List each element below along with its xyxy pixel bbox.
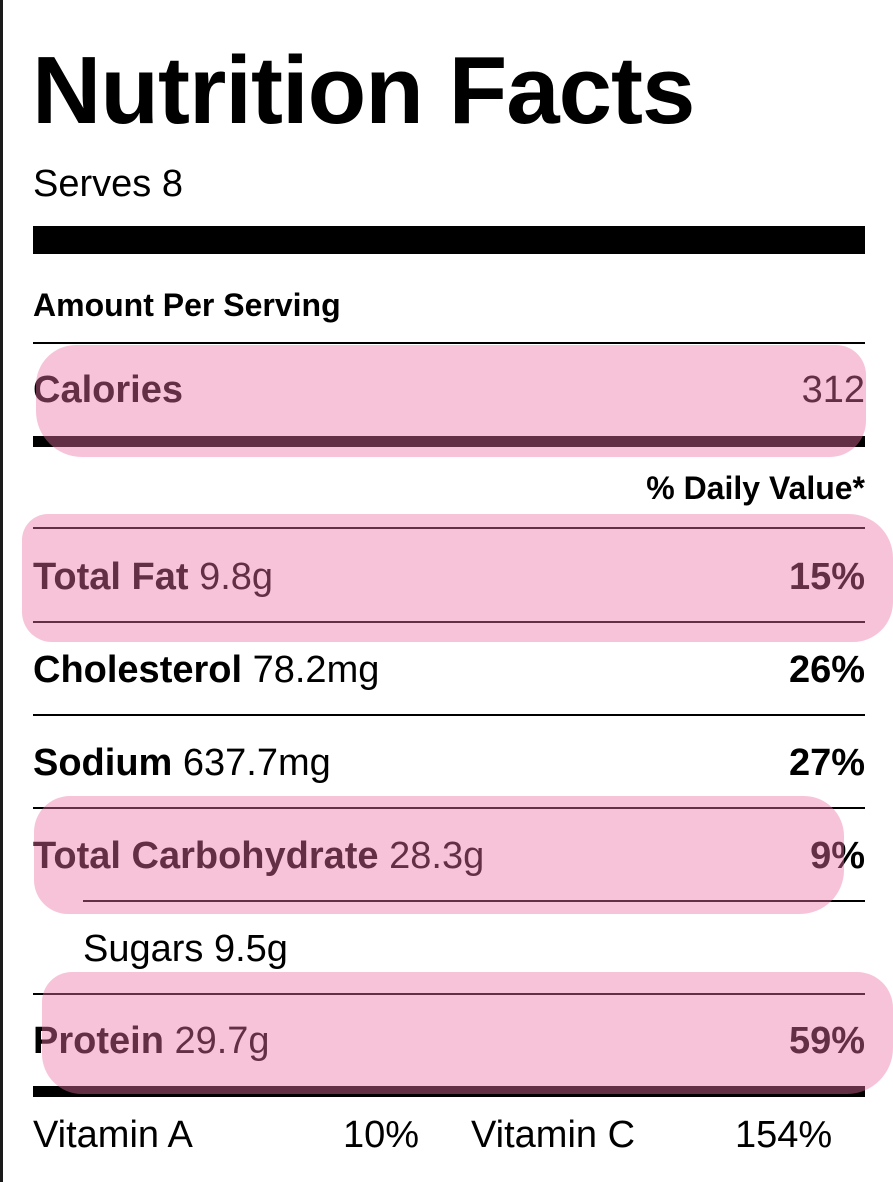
nutrient-name: Total Carbohydrate: [33, 835, 390, 877]
nutrient-row-total-carbohydrate: Total Carbohydrate 28.3g 9%: [33, 831, 865, 881]
nutrient-row-total-fat: Total Fat 9.8g 15%: [33, 552, 865, 602]
nutrient-amount: 637.7mg: [182, 742, 331, 784]
nutrient-name: Total Fat: [33, 556, 200, 598]
calories-label: Calories: [33, 369, 183, 411]
divider: [33, 714, 865, 716]
nutrient-amount: 28.3g: [389, 835, 485, 877]
nutrient-amount: 78.2mg: [252, 649, 380, 691]
calories-value: 312: [801, 369, 865, 411]
nutrient-name: Sodium: [33, 742, 183, 784]
nutrient-percent: 26%: [788, 649, 865, 691]
nutrient-amount: 29.7g: [174, 1020, 270, 1062]
nutrient-name: Cholesterol: [33, 649, 253, 691]
divider: [33, 807, 865, 809]
nutrient-name: Protein: [33, 1020, 175, 1062]
divider: [33, 993, 865, 995]
label-title: Nutrition Facts: [32, 37, 695, 144]
nutrient-amount: 9.5g: [213, 928, 288, 970]
nutrient-name: Sugars: [83, 928, 214, 970]
vitamin-a-percent: 10%: [343, 1114, 420, 1156]
calories-row: Calories 312: [33, 365, 865, 415]
vitamin-a-label: Vitamin A: [33, 1114, 193, 1156]
daily-value-heading: % Daily Value*: [646, 470, 865, 506]
nutrient-percent: 59%: [788, 1020, 865, 1062]
medium-divider: [33, 1086, 865, 1097]
divider: [33, 527, 865, 529]
thick-divider: [33, 226, 865, 254]
nutrient-percent: 27%: [788, 742, 865, 784]
indented-divider: [83, 900, 865, 902]
amount-per-serving-heading: Amount Per Serving: [33, 287, 341, 323]
divider: [33, 621, 865, 623]
servings-text: Serves 8: [33, 163, 183, 205]
nutrient-row-protein: Protein 29.7g 59%: [33, 1016, 865, 1066]
nutrient-row-cholesterol: Cholesterol 78.2mg 26%: [33, 645, 865, 695]
nutrient-row-sodium: Sodium 637.7mg 27%: [33, 738, 865, 788]
nutrient-amount: 9.8g: [199, 556, 274, 598]
nutrient-row-sugars: Sugars 9.5g: [83, 924, 865, 974]
divider: [33, 342, 865, 344]
nutrient-percent: 15%: [788, 556, 865, 598]
page-left-border: [0, 0, 3, 1182]
nutrient-percent: 9%: [810, 835, 865, 877]
medium-divider: [33, 436, 865, 447]
vitamin-c-label: Vitamin C: [471, 1114, 636, 1156]
vitamin-c-percent: 154%: [735, 1114, 833, 1156]
